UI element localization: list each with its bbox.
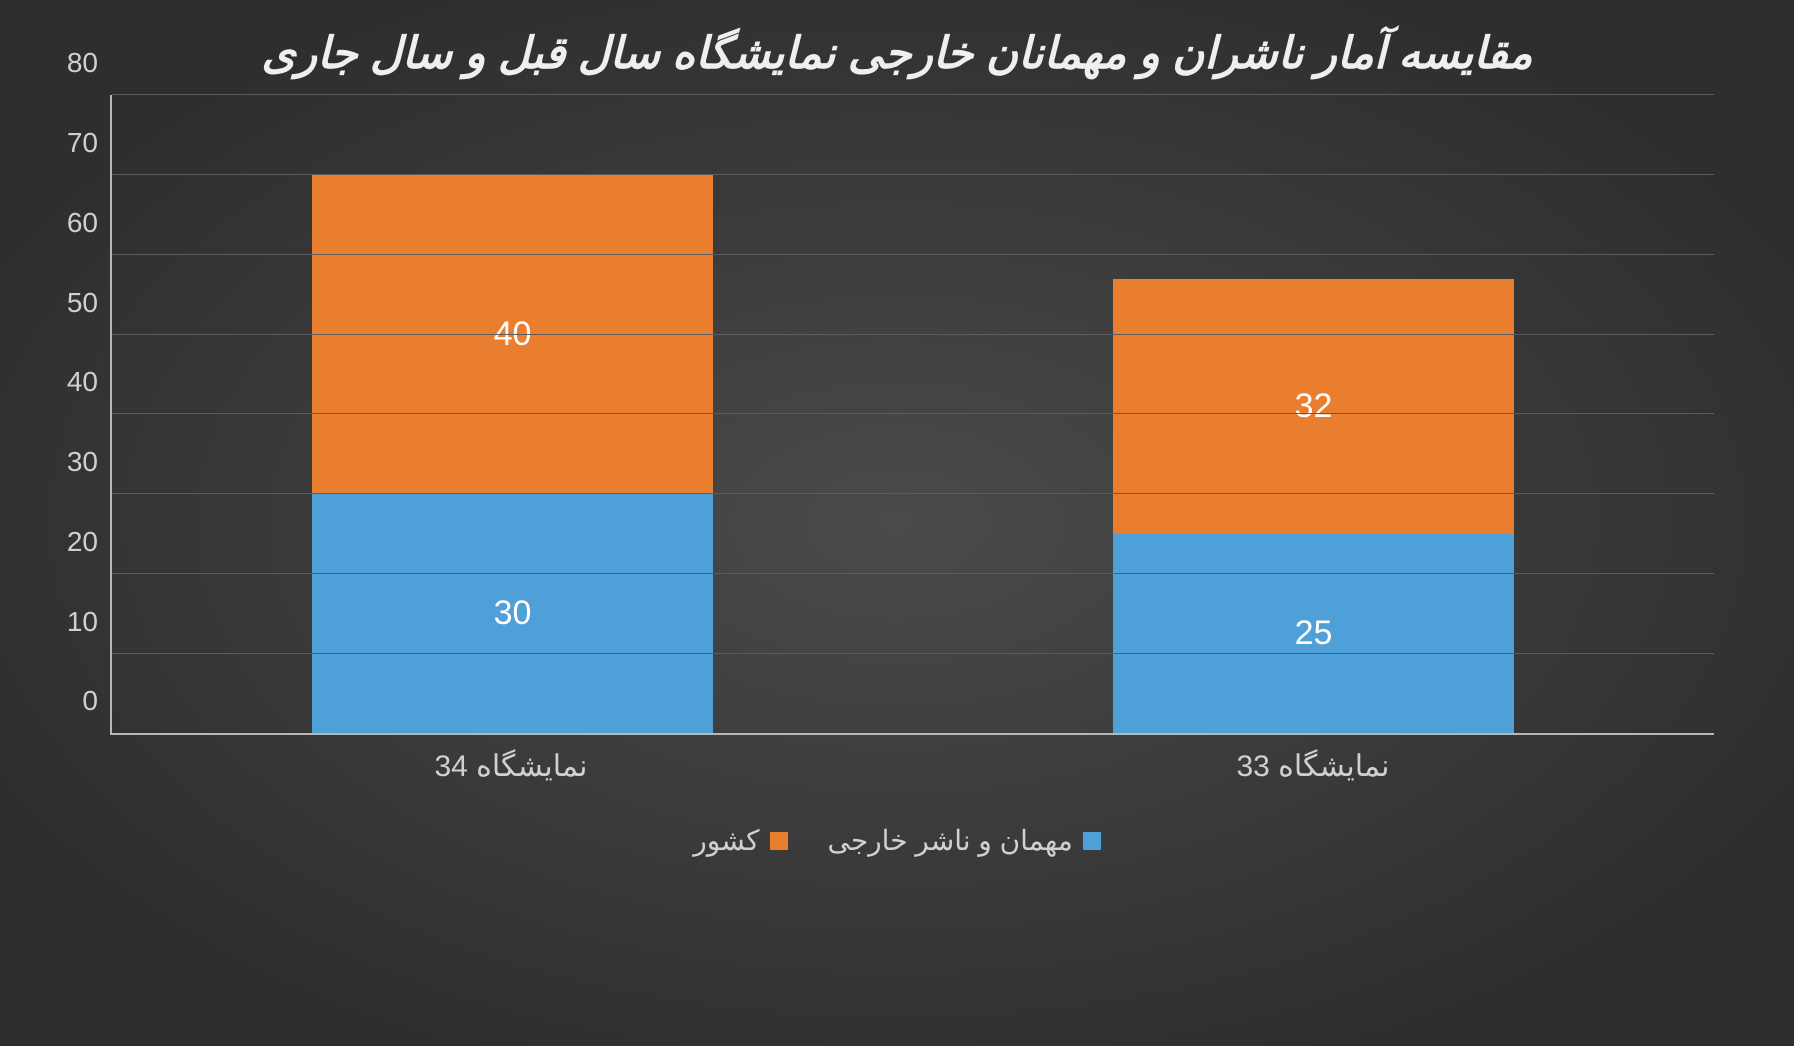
legend-item: مهمان و ناشر خارجی bbox=[828, 824, 1101, 857]
y-tick-label: 0 bbox=[82, 685, 112, 717]
y-tick-label: 10 bbox=[67, 606, 112, 638]
y-tick-label: 70 bbox=[67, 127, 112, 159]
bars-layer: 3040 2532 bbox=[112, 95, 1714, 733]
plot-area: 30402532 01020304050607080 bbox=[110, 95, 1714, 735]
legend-swatch bbox=[770, 832, 788, 850]
legend-swatch bbox=[1083, 832, 1101, 850]
chart-title: مقایسه آمار ناشران و مهمانان خارجی نمایش… bbox=[40, 24, 1754, 83]
y-tick-label: 30 bbox=[67, 446, 112, 478]
gridline bbox=[112, 413, 1714, 414]
y-tick-label: 20 bbox=[67, 526, 112, 558]
plot-zone: 30402532 01020304050607080 نمایشگاه 34نم… bbox=[110, 95, 1714, 784]
x-tick-label: نمایشگاه 34 bbox=[110, 735, 912, 784]
bar-stack: 2532 bbox=[1113, 95, 1514, 733]
gridline bbox=[112, 174, 1714, 175]
bar-stack: 3040 bbox=[312, 95, 713, 733]
y-tick-label: 40 bbox=[67, 366, 112, 398]
y-tick-label: 60 bbox=[67, 207, 112, 239]
y-tick-label: 50 bbox=[67, 287, 112, 319]
category-slot: 2532 bbox=[913, 95, 1714, 733]
legend: مهمان و ناشر خارجی کشور bbox=[40, 824, 1754, 857]
stacked-bar-chart: مقایسه آمار ناشران و مهمانان خارجی نمایش… bbox=[0, 0, 1794, 1046]
legend-item: کشور bbox=[693, 824, 787, 857]
gridline bbox=[112, 94, 1714, 95]
bar-segment: 40 bbox=[312, 175, 713, 494]
legend-label: کشور bbox=[693, 824, 759, 857]
bar-segment: 30 bbox=[312, 494, 713, 733]
y-tick-label: 80 bbox=[67, 47, 112, 79]
bar-segment: 32 bbox=[1113, 279, 1514, 534]
x-axis-labels: نمایشگاه 34نمایشگاه 33 bbox=[110, 735, 1714, 784]
gridline bbox=[112, 334, 1714, 335]
gridline bbox=[112, 254, 1714, 255]
x-tick-label: نمایشگاه 33 bbox=[912, 735, 1714, 784]
bar-segment: 25 bbox=[1113, 534, 1514, 733]
category-slot: 3040 bbox=[112, 95, 913, 733]
gridline bbox=[112, 653, 1714, 654]
gridline bbox=[112, 573, 1714, 574]
legend-label: مهمان و ناشر خارجی bbox=[828, 824, 1073, 857]
gridline bbox=[112, 493, 1714, 494]
